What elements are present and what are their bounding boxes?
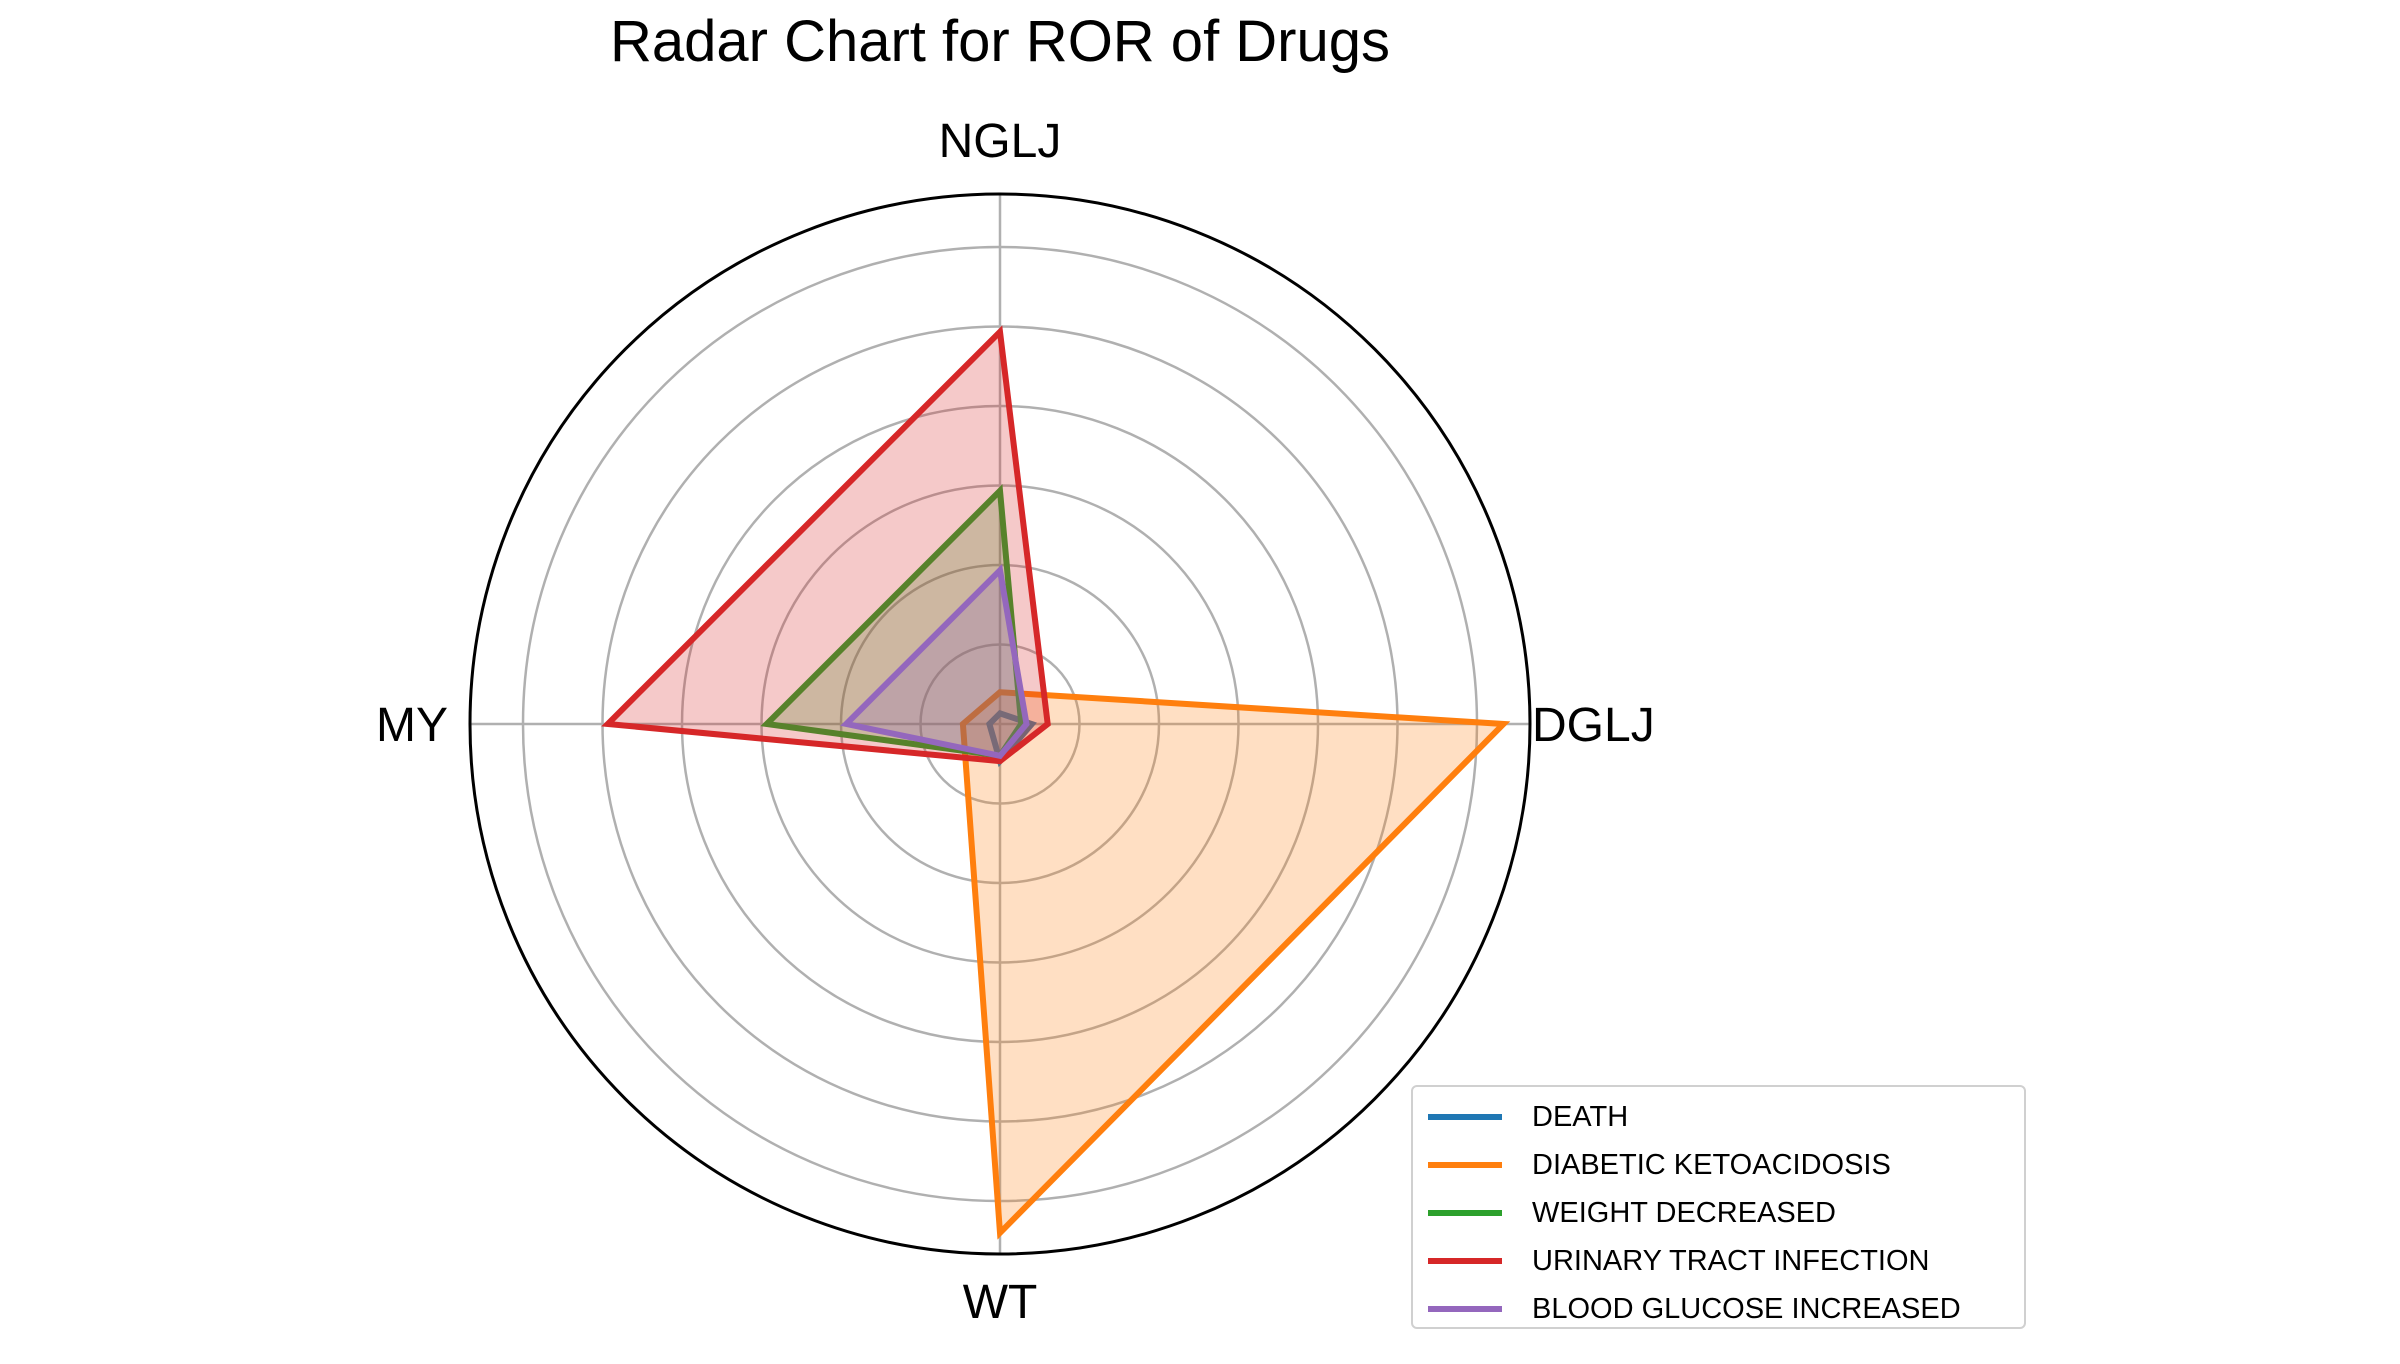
axis-label-wt: WT: [963, 1276, 1038, 1329]
legend-item-blood-glucose-increased: BLOOD GLUCOSE INCREASED: [1413, 1289, 1961, 1329]
series-fill-urinary-tract-infection: [607, 331, 1048, 762]
chart-title: Radar Chart for ROR of Drugs: [609, 9, 1391, 74]
axis-label-my: MY: [376, 699, 448, 752]
series-line-blood-glucose-increased: [840, 564, 1030, 760]
legend-swatch: [1428, 1258, 1502, 1264]
legend-item-death: DEATH: [1413, 1097, 1628, 1137]
outer-frame: [468, 192, 1532, 1256]
legend-item-diabetic-ketoacidosis: DIABETIC KETOACIDOSIS: [1413, 1145, 1891, 1185]
axis-label-dglj: DGLJ: [1532, 699, 1655, 752]
legend-label: DIABETIC KETOACIDOSIS: [1532, 1148, 1891, 1181]
series-fill-weight-decreased: [766, 490, 1022, 756]
series-fill-blood-glucose-increased: [846, 570, 1027, 756]
axis-labels: NGLJ DGLJ WT MY: [376, 115, 1655, 1329]
legend-label: WEIGHT DECREASED: [1532, 1196, 1837, 1229]
series-fill-diabetic-ketoacidosis: [962, 692, 1504, 1233]
legend-label: DEATH: [1532, 1100, 1629, 1133]
axis-label-nglj: NGLJ: [939, 115, 1062, 168]
legend-swatch: [1428, 1210, 1502, 1216]
legend-label: URINARY TRACT INFECTION: [1532, 1244, 1930, 1277]
legend: DEATH DIABETIC KETOACIDOSIS WEIGHT DECREAS…: [1411, 1085, 2026, 1329]
legend-swatch: [1428, 1114, 1502, 1120]
series-layer: [601, 325, 1511, 1240]
legend-swatch: [1428, 1162, 1502, 1168]
legend-item-urinary-tract-infection: URINARY TRACT INFECTION: [1413, 1241, 1929, 1281]
series-line-urinary-tract-infection: [601, 325, 1051, 765]
legend-swatch: [1428, 1306, 1502, 1312]
legend-item-weight-decreased: WEIGHT DECREASED: [1413, 1193, 1836, 1233]
legend-label: BLOOD GLUCOSE INCREASED: [1532, 1292, 1961, 1325]
series-line-diabetic-ketoacidosis: [959, 689, 1511, 1240]
